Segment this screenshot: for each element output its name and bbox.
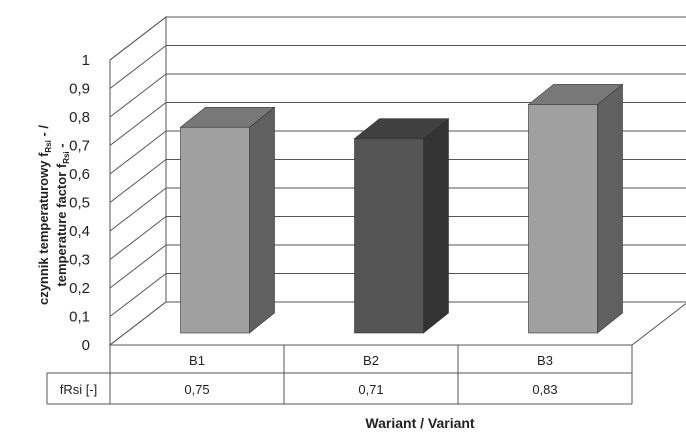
gridline-side <box>109 244 167 289</box>
bars <box>179 83 624 334</box>
y-label-line2-sub: Rsi <box>62 151 71 163</box>
series-name-label: fRsi [-] <box>60 382 98 397</box>
gridline-side <box>109 159 167 203</box>
x-tick-label: B1 <box>189 353 205 368</box>
bar-b1 <box>179 106 276 334</box>
bar-b3 <box>527 83 624 334</box>
bar-side-face <box>249 106 275 334</box>
bar-side-face <box>423 118 449 334</box>
data-label: 0,75 <box>184 382 209 397</box>
y-label-line2-tail: - <box>54 143 69 151</box>
x-tick-label: B3 <box>537 353 553 368</box>
gridline-side <box>109 45 167 89</box>
bar-front-face <box>528 104 598 334</box>
data-label: 0,83 <box>532 382 557 397</box>
y-tick-label: 0,5 <box>69 195 90 212</box>
y-tick-label: 1 <box>82 52 90 69</box>
y-label-line1-sub: Rsi <box>44 140 53 152</box>
gridline-side <box>109 273 167 317</box>
y-tick-label: 0,1 <box>69 309 90 326</box>
y-label-line2-main: temperature factor f <box>54 163 69 286</box>
y-tick-label: 0,9 <box>69 81 90 98</box>
bar-side-face <box>597 83 623 334</box>
y-tick-label: 0,2 <box>69 280 90 297</box>
gridline-side <box>109 102 167 146</box>
gridline-side <box>109 16 167 61</box>
gridline-side <box>109 187 167 232</box>
bar-b2 <box>353 118 450 334</box>
data-label: 0,71 <box>358 382 383 397</box>
y-tick-labels: 0 0,1 0,2 0,3 0,4 0,5 0,6 0,7 0,8 0,9 1 <box>69 52 90 354</box>
gridline-side <box>109 73 167 118</box>
y-tick-label: 0,8 <box>69 109 90 126</box>
y-tick-label: 0,6 <box>69 166 90 183</box>
y-label-line1-tail: - / <box>36 125 51 141</box>
y-label-line1-main: czynnik temperaturowy f <box>36 152 51 305</box>
data-table: B1 0,75 B2 0,71 B3 0,83 fRsi [-] <box>46 344 633 405</box>
x-axis-label: Wariant / Variant <box>365 415 475 431</box>
y-axis-label-line2: temperature factor fRsi - <box>54 143 71 286</box>
x-tick-label: B2 <box>363 353 379 368</box>
bar-front-face <box>180 126 250 334</box>
gridline-side <box>109 130 167 175</box>
gridline-side <box>109 216 167 260</box>
y-tick-label: 0,7 <box>69 138 90 155</box>
y-axis-label-line1: czynnik temperaturowy fRsi - / <box>36 125 53 305</box>
y-axis-label: czynnik temperaturowy fRsi - / temperatu… <box>36 125 71 305</box>
y-tick-label: 0 <box>82 337 90 354</box>
y-tick-label: 0,4 <box>69 223 90 240</box>
bar-front-face <box>354 138 424 334</box>
y-tick-label: 0,3 <box>69 252 90 269</box>
